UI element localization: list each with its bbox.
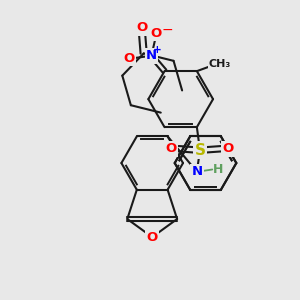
Text: O: O — [136, 21, 148, 34]
Text: O: O — [124, 52, 135, 64]
Text: H: H — [213, 163, 224, 176]
Text: O: O — [147, 231, 158, 244]
Text: N: N — [191, 165, 203, 178]
Text: O: O — [150, 27, 162, 40]
Text: −: − — [162, 23, 173, 37]
Text: S: S — [194, 143, 206, 158]
Text: O: O — [166, 142, 177, 155]
Text: CH₃: CH₃ — [209, 59, 231, 69]
Text: O: O — [223, 142, 234, 155]
Text: N: N — [146, 49, 157, 62]
Text: +: + — [153, 45, 162, 55]
